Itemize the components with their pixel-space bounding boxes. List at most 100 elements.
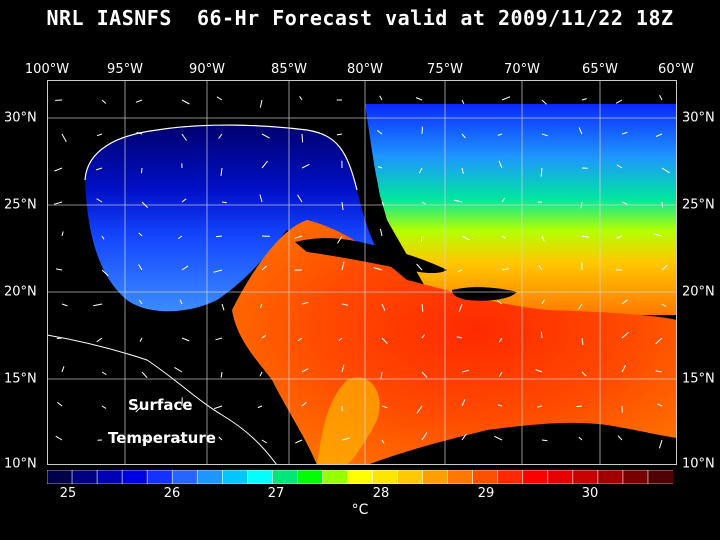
current-arrow <box>57 401 63 407</box>
colorbar-swatch <box>597 470 624 484</box>
colorbar-tick: 25 <box>59 486 77 501</box>
colorbar-swatch <box>196 470 224 484</box>
current-arrow <box>456 336 463 339</box>
current-arrow <box>655 337 663 345</box>
lat-label-left: 25°N <box>4 197 37 213</box>
current-arrow <box>101 99 107 104</box>
current-arrow <box>621 364 627 373</box>
current-arrow <box>95 167 103 171</box>
colorbar-swatch <box>447 470 474 484</box>
lon-label: 70°W <box>504 62 540 77</box>
current-arrow <box>540 331 543 339</box>
current-arrow <box>336 133 343 136</box>
current-arrow <box>581 337 584 346</box>
colorbar-swatch <box>647 470 673 484</box>
lon-label: 95°W <box>107 62 143 77</box>
current-arrow <box>135 99 143 103</box>
current-arrow <box>373 267 383 271</box>
current-arrow <box>615 99 623 104</box>
current-arrow <box>661 303 667 307</box>
current-arrow <box>213 269 223 273</box>
current-arrow <box>61 303 68 307</box>
current-arrow <box>381 201 385 206</box>
colorbar-swatch <box>622 470 649 484</box>
current-arrow <box>616 235 623 239</box>
current-arrow <box>578 436 583 441</box>
colorbar-units: °C <box>351 502 369 518</box>
current-arrow <box>135 405 143 413</box>
current-arrow <box>576 405 583 408</box>
current-arrow <box>301 163 310 169</box>
lon-label: 65°W <box>582 62 618 77</box>
current-arrow <box>55 435 63 441</box>
current-arrow <box>541 235 545 242</box>
current-arrow <box>220 371 223 378</box>
current-arrow <box>416 405 423 414</box>
colorbar-swatch <box>121 470 148 484</box>
current-arrow <box>61 133 67 143</box>
current-arrow <box>341 303 348 306</box>
lon-label: 90°W <box>189 62 225 77</box>
current-arrow <box>461 167 464 174</box>
colorbar-swatch <box>572 470 599 484</box>
lat-label-right: 30°N <box>682 110 715 126</box>
current-arrow <box>301 301 309 305</box>
current-arrow <box>380 228 383 237</box>
current-arrow <box>381 337 388 344</box>
current-arrow <box>578 127 583 135</box>
lon-label: 75°W <box>427 62 463 77</box>
current-arrow <box>541 133 548 137</box>
current-arrow <box>377 166 383 169</box>
current-arrow <box>659 94 663 101</box>
current-arrow <box>655 133 663 137</box>
gulf-coastline <box>84 124 358 191</box>
colorbar-swatch <box>247 470 274 484</box>
current-arrow <box>101 269 109 277</box>
central-america-land <box>47 290 312 465</box>
current-arrow <box>661 264 668 271</box>
current-arrow <box>179 299 183 305</box>
current-arrow <box>661 201 664 208</box>
current-arrow <box>381 405 388 409</box>
map-frame <box>47 80 677 465</box>
colorbar-swatch <box>322 470 349 484</box>
current-arrow <box>337 235 343 244</box>
current-arrow <box>461 433 467 441</box>
current-arrow <box>381 439 385 444</box>
colorbar-swatch <box>372 470 399 484</box>
current-arrow <box>55 268 63 271</box>
current-arrow <box>295 439 303 444</box>
current-arrow <box>655 370 663 373</box>
current-arrow <box>457 269 463 273</box>
current-arrow <box>215 235 223 238</box>
colorbar-swatch <box>272 470 299 484</box>
current-arrow <box>221 303 225 311</box>
current-arrow <box>421 432 428 441</box>
current-arrow <box>498 371 503 378</box>
current-arrow <box>138 232 143 237</box>
current-arrow <box>421 201 426 205</box>
current-arrow <box>259 371 263 377</box>
lat-label-left: 10°N <box>4 456 37 472</box>
colorbar-swatch <box>422 470 449 484</box>
current-arrow <box>537 405 543 408</box>
lat-label-right: 20°N <box>682 284 715 300</box>
current-arrow <box>538 264 543 271</box>
cuba-land <box>295 238 447 274</box>
lat-label-left: 20°N <box>4 284 37 300</box>
colorbar-swatch <box>547 470 574 484</box>
current-arrow <box>458 303 463 313</box>
current-arrow <box>501 235 507 239</box>
current-arrow <box>259 194 263 203</box>
current-arrow <box>136 131 143 135</box>
colorbar-swatch <box>71 470 98 484</box>
current-arrow <box>213 405 223 410</box>
current-arrow <box>261 265 267 271</box>
sst-map <box>47 80 677 465</box>
current-arrow <box>141 371 148 379</box>
current-arrow <box>541 439 548 442</box>
atlantic-sea-region <box>355 104 677 315</box>
current-arrow <box>501 197 506 203</box>
current-arrow <box>616 164 623 169</box>
current-arrow <box>461 133 466 139</box>
